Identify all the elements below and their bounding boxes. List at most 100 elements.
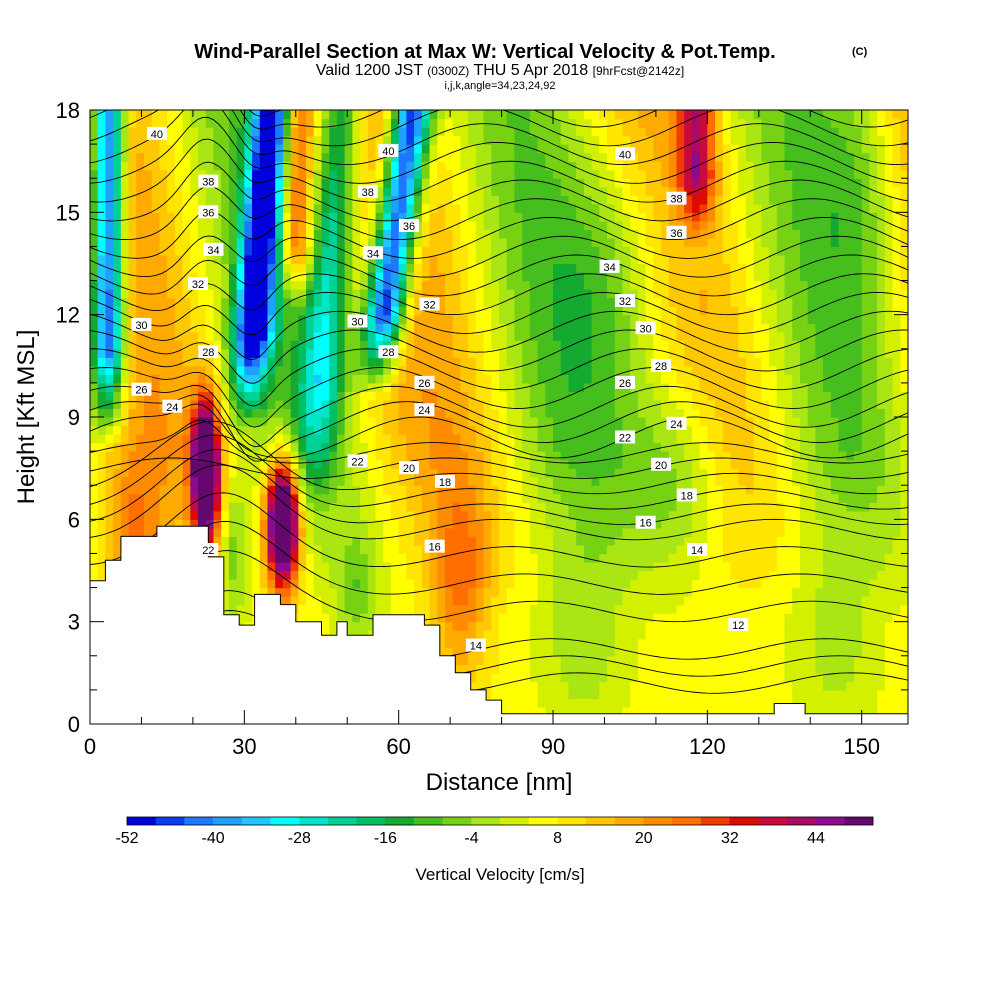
velocity-cell [452,144,462,154]
velocity-cell [491,357,500,367]
velocity-cell [452,314,462,324]
velocity-cell [537,289,546,299]
velocity-cell [336,553,346,563]
velocity-cell [452,382,462,393]
velocity-cell [414,348,423,358]
velocity-cell [514,254,523,265]
velocity-cell [599,476,608,486]
velocity-cell [329,613,338,623]
velocity-cell [506,553,516,563]
velocity-cell [421,613,431,623]
velocity-cell [506,502,516,512]
velocity-cell [468,391,477,401]
velocity-cell [321,220,330,230]
velocity-cell [159,519,168,529]
velocity-cell [167,289,176,299]
velocity-cell [290,493,299,503]
velocity-cell [275,263,284,273]
velocity-cell [174,459,184,469]
velocity-cell [159,493,168,503]
velocity-cell [113,263,122,273]
velocity-cell [375,493,384,503]
velocity-cell [614,391,624,401]
velocity-cell [113,246,122,256]
velocity-cell [491,331,500,341]
velocity-cell [167,152,176,162]
velocity-cell [398,604,407,614]
velocity-cell [375,212,384,222]
velocity-cell [205,323,215,333]
velocity-cell [167,306,176,316]
velocity-cell [113,468,122,478]
velocity-cell [275,493,284,503]
velocity-cell [599,468,608,478]
velocity-cell [329,493,338,503]
velocity-cell [97,118,107,128]
velocity-cell [105,229,114,239]
velocity-cell [120,408,130,418]
velocity-cell [259,280,269,290]
velocity-cell [614,519,624,529]
velocity-cell [545,706,554,717]
velocity-cell [522,451,531,461]
velocity-cell [128,348,137,358]
velocity-cell [128,493,137,503]
velocity-cell [329,502,338,512]
velocity-cell [352,536,361,546]
velocity-cell [529,178,539,188]
velocity-cell [221,237,230,248]
velocity-cell [568,706,577,717]
velocity-cell [522,638,531,648]
velocity-cell [499,314,508,324]
velocity-cell [499,374,508,384]
velocity-cell [583,613,593,623]
velocity-cell [390,476,400,486]
velocity-cell [460,468,469,478]
velocity-cell [514,323,523,333]
velocity-cell [344,280,353,290]
velocity-cell [468,553,477,563]
velocity-cell [252,587,261,597]
velocity-cell [383,570,392,580]
velocity-cell [329,630,338,640]
velocity-cell [252,237,261,248]
velocity-cell [97,493,107,503]
velocity-cell [120,510,130,520]
velocity-cell [475,485,485,495]
velocity-cell [437,118,446,128]
velocity-cell [614,203,624,213]
velocity-cell [282,493,292,503]
velocity-cell [444,604,454,614]
velocity-cell [468,468,477,478]
velocity-cell [468,527,477,537]
velocity-cell [429,579,438,589]
velocity-cell [483,110,492,120]
velocity-cell [545,169,554,179]
velocity-cell [429,434,438,444]
velocity-cell [514,689,523,700]
velocity-cell [360,135,369,145]
velocity-cell [614,314,624,324]
velocity-cell [475,425,485,435]
velocity-cell [90,357,99,367]
velocity-cell [90,263,99,273]
velocity-cell [267,195,276,205]
velocity-cell [383,331,392,341]
velocity-cell [576,519,585,529]
velocity-cell [398,289,407,299]
velocity-cell [144,297,153,307]
velocity-cell [390,408,400,418]
velocity-cell [583,161,593,171]
velocity-cell [429,220,438,230]
velocity-cell [174,468,184,478]
velocity-cell [383,357,392,367]
velocity-cell [591,263,600,273]
velocity-cell [298,306,307,316]
velocity-cell [529,203,539,213]
velocity-cell [514,425,523,435]
velocity-cell [236,152,245,162]
velocity-cell [313,323,323,333]
velocity-cell [236,536,245,546]
velocity-cell [406,527,415,537]
velocity-cell [468,186,477,196]
